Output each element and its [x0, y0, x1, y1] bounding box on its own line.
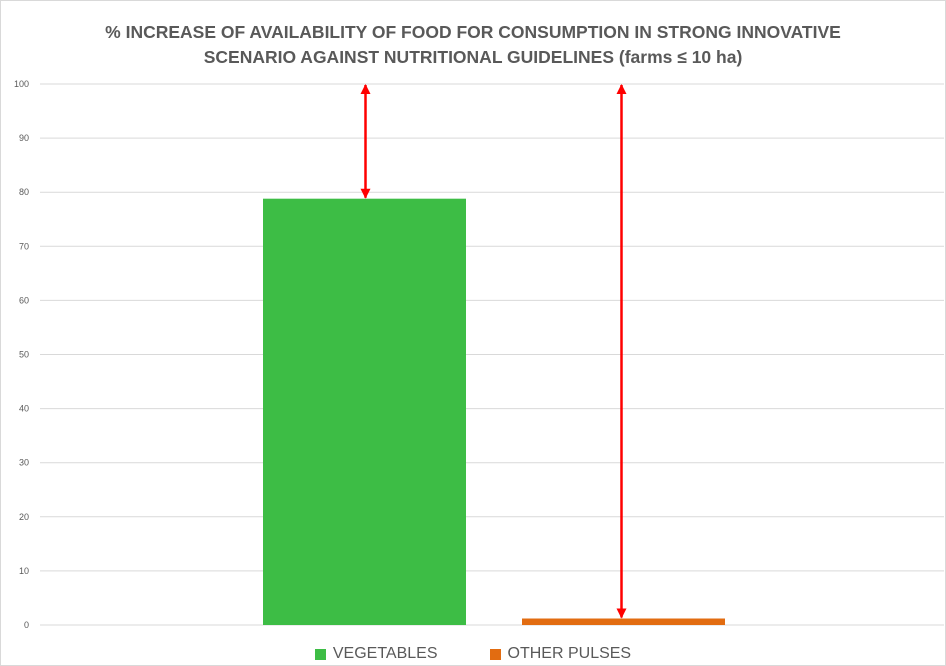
y-tick-label: 60 [19, 295, 29, 305]
y-tick-label: 100 [14, 79, 29, 89]
y-tick-label: 0 [24, 620, 29, 630]
bar-vegetables [263, 198, 466, 625]
y-tick-label: 20 [19, 512, 29, 522]
chart-title-line-1: % INCREASE OF AVAILABILITY OF FOOD FOR C… [105, 22, 841, 42]
chart-title-line-2: SCENARIO AGAINST NUTRITIONAL GUIDELINES … [203, 47, 743, 67]
legend-item-other-pulses: OTHER PULSES [489, 645, 632, 663]
legend-swatch [314, 648, 326, 660]
y-tick-label: 40 [19, 404, 29, 414]
legend-label: OTHER PULSES [507, 645, 632, 662]
y-tick-label: 90 [19, 133, 29, 143]
y-tick-label: 30 [19, 458, 29, 468]
y-tick-label: 10 [19, 566, 29, 576]
chart-title: % INCREASE OF AVAILABILITY OF FOOD FOR C… [0, 20, 946, 70]
bar-other-pulses [522, 618, 725, 625]
y-tick-label: 50 [19, 350, 29, 360]
y-tick-label: 70 [19, 241, 29, 251]
legend-item-vegetables: VEGETABLES [314, 645, 438, 663]
y-tick-label: 80 [19, 187, 29, 197]
legend-label: VEGETABLES [332, 645, 438, 662]
legend: VEGETABLES OTHER PULSES [0, 643, 946, 665]
legend-swatch [489, 648, 501, 660]
